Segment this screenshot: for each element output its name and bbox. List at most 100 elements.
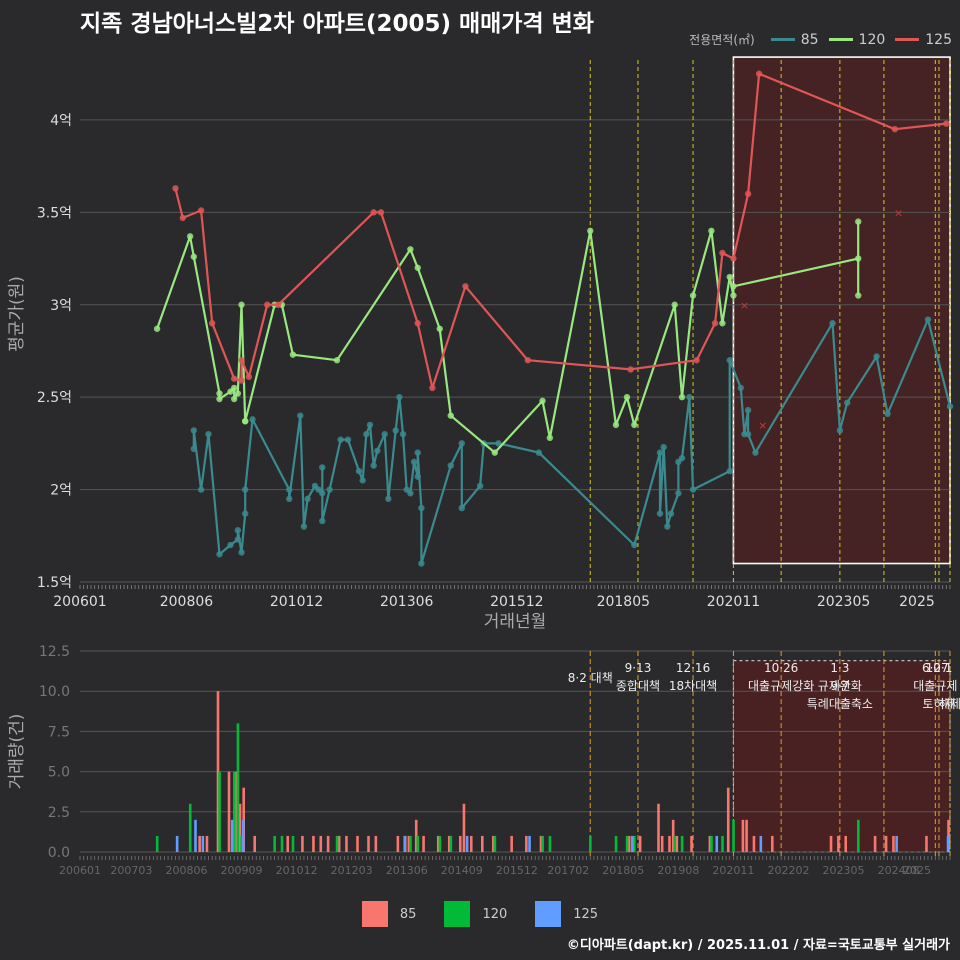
data-point-85	[744, 430, 752, 438]
data-point-85	[535, 449, 543, 456]
volume-bar-85	[436, 835, 440, 852]
volume-bar-85	[675, 835, 679, 852]
volume-xtick-label: 200703	[110, 864, 152, 877]
policy-name-label: 특례대출축소	[807, 697, 873, 711]
outlier-marker: ×	[894, 206, 903, 219]
data-point-85	[319, 464, 326, 471]
volume-bar-85	[708, 835, 712, 852]
data-point-120	[186, 233, 194, 240]
data-point-125	[238, 377, 245, 384]
data-point-125	[245, 373, 253, 381]
price-ytick-label: 3억	[50, 298, 72, 314]
volume-bar-120	[155, 835, 159, 852]
volume-bar-125	[759, 835, 763, 852]
volume-bar-120	[218, 771, 221, 852]
volume-ytick-label: 5.0	[48, 765, 70, 781]
price-xtick-label: 202305	[817, 594, 870, 610]
data-point-120	[230, 395, 238, 403]
data-point-85	[337, 436, 344, 443]
data-point-125	[693, 357, 700, 364]
volume-bar-120	[232, 771, 236, 852]
policy-date-label: 9·13	[625, 661, 652, 675]
data-point-85	[924, 316, 932, 323]
data-point-85	[216, 551, 223, 558]
volume-bar-85	[374, 835, 378, 852]
data-point-125	[755, 70, 763, 77]
volume-bar-85	[253, 835, 257, 852]
data-point-85	[686, 393, 693, 401]
data-point-120	[678, 393, 686, 401]
data-point-120	[238, 301, 245, 308]
price-xaxis-title: 거래년월	[484, 612, 547, 632]
volume-xtick-label: 200601	[59, 864, 101, 877]
outlier-marker: ×	[758, 419, 767, 432]
data-point-120	[730, 292, 737, 299]
data-point-85	[297, 412, 304, 419]
data-point-85	[363, 430, 370, 438]
volume-bar-125	[895, 835, 898, 852]
data-point-125	[208, 320, 216, 327]
volume-bar-85	[873, 835, 877, 852]
volume-bar-125	[230, 819, 234, 852]
volume-bar-85	[238, 803, 242, 852]
data-point-85	[370, 462, 377, 469]
volume-bar-85	[745, 819, 748, 852]
data-point-85	[410, 458, 418, 466]
policy-name-label: 대출규제	[913, 679, 957, 693]
volume-bar-120	[710, 835, 713, 852]
data-point-85	[458, 504, 465, 512]
data-point-85	[884, 410, 891, 418]
data-point-85	[752, 449, 759, 456]
data-point-125	[230, 375, 238, 382]
data-point-85	[656, 449, 664, 456]
data-point-125	[730, 255, 737, 262]
data-point-85	[304, 495, 311, 503]
volume-xtick-label: 201306	[386, 864, 428, 877]
volume-bar-85	[480, 835, 484, 852]
data-point-120	[546, 434, 554, 442]
volume-bar-85	[367, 835, 370, 852]
data-point-85	[664, 523, 671, 530]
bar-legend-item-85: 85	[361, 901, 416, 927]
volume-bar-120	[633, 835, 636, 852]
bar-legend-item-125: 125	[535, 901, 598, 927]
volume-bar-85	[216, 691, 220, 852]
volume-bar-85	[227, 771, 231, 852]
price-xtick-label: 200806	[160, 594, 214, 610]
volume-bar-125	[465, 835, 469, 852]
volume-highlight-region	[732, 660, 951, 853]
data-point-120	[855, 292, 862, 299]
price-chart: 1.5억 2억 2.5억 3억 3.5억 4억 200601 200806 201012 2013…	[7, 56, 954, 632]
data-point-85	[396, 393, 403, 401]
bar-legend-label-120: 120	[482, 906, 508, 922]
data-point-125	[197, 207, 205, 214]
volume-bar-85	[312, 835, 315, 852]
policy-name-label: 8·2 대책	[568, 670, 613, 685]
bar-legend-swatch-85	[361, 901, 388, 927]
data-point-85	[667, 510, 675, 517]
volume-bar-85	[198, 835, 201, 852]
data-point-85	[249, 416, 256, 423]
volume-xtick-label: 201409	[441, 864, 483, 877]
bar-legend-label-125: 125	[573, 906, 599, 922]
chart-title: 지족 경남아너스빌2차 아파트(2005) 매매가격 변화	[80, 11, 594, 37]
data-point-85	[374, 447, 381, 454]
volume-xtick-label: 201908	[657, 864, 699, 877]
volume-bar-85	[660, 835, 664, 852]
volume-bar-120	[188, 803, 192, 852]
volume-bar-85	[668, 835, 671, 852]
volume-bar-85	[770, 835, 774, 852]
data-point-85	[234, 527, 242, 534]
volume-bar-85	[492, 835, 495, 852]
volume-bar-85	[407, 835, 411, 852]
data-point-120	[216, 395, 223, 403]
data-point-125	[370, 209, 377, 216]
data-point-120	[719, 320, 726, 327]
bar-legend-swatch-125	[535, 901, 562, 927]
data-point-125	[524, 357, 532, 364]
data-point-125	[711, 320, 719, 327]
data-point-85	[418, 504, 425, 512]
volume-bar-120	[291, 835, 295, 852]
data-point-85	[241, 486, 249, 493]
